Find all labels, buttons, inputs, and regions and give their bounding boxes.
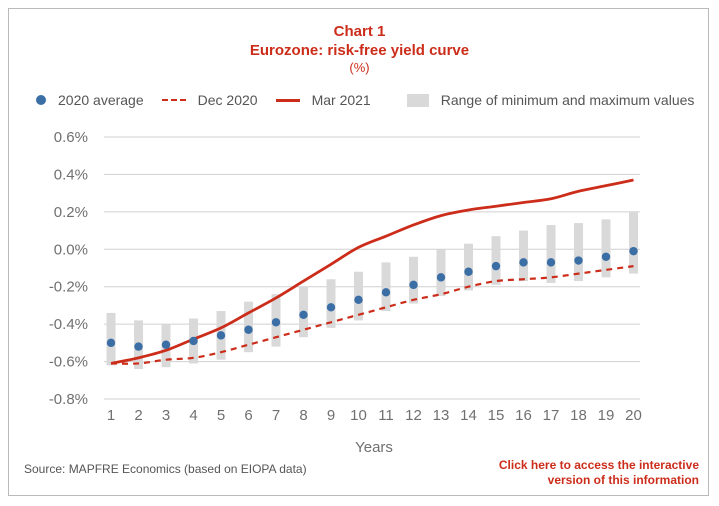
interactive-link-line2: version of this information xyxy=(547,473,699,487)
y-tick-label: -0.2% xyxy=(49,279,88,296)
x-tick-label: 10 xyxy=(350,407,367,424)
avg-point xyxy=(189,336,198,346)
x-tick-label: 6 xyxy=(244,407,252,424)
chart-frame xyxy=(8,8,709,496)
avg-point xyxy=(601,252,611,261)
range-bar xyxy=(519,230,528,282)
legend-dot-marker xyxy=(36,95,46,105)
legend-item-dec: Dec 2020 xyxy=(161,92,258,108)
legend-range-label: Range of minimum and maximum values xyxy=(440,92,695,108)
range-bar xyxy=(381,262,391,312)
interactive-link-line1: Click here to access the interactive xyxy=(498,458,699,472)
avg-point xyxy=(271,318,281,327)
y-tick-label: 0.6% xyxy=(54,129,88,146)
avg-point xyxy=(354,295,363,305)
legend-range-box-marker xyxy=(406,93,429,107)
x-tick-label: 11 xyxy=(378,407,394,424)
x-tick-label: 19 xyxy=(598,407,615,424)
range-bar xyxy=(409,256,418,304)
x-tick-label: 14 xyxy=(460,407,477,424)
y-tick-label: -0.8% xyxy=(49,391,88,408)
x-axis-title: Years xyxy=(355,439,393,456)
series-line-dec-2020 xyxy=(110,265,634,365)
x-tick-label: 15 xyxy=(488,407,505,424)
avg-point xyxy=(299,310,308,319)
range-bar xyxy=(601,219,611,278)
range-bar xyxy=(436,249,446,297)
legend-dashed-line-marker xyxy=(161,99,186,101)
avg-point xyxy=(161,340,171,349)
x-tick-label: 9 xyxy=(327,407,335,424)
range-bar xyxy=(629,211,638,274)
x-tick-label: 5 xyxy=(217,407,225,424)
avg-point xyxy=(244,325,253,334)
avg-point xyxy=(106,338,116,348)
x-tick-label: 12 xyxy=(405,407,422,424)
x-tick-label: 13 xyxy=(433,407,450,424)
avg-point xyxy=(546,258,556,267)
avg-point xyxy=(436,273,446,282)
y-tick-label: 0.0% xyxy=(54,241,88,258)
avg-point xyxy=(574,256,583,265)
source-note: Source: MAPFRE Economics (based on EIOPA… xyxy=(24,462,307,476)
avg-point xyxy=(491,261,501,271)
x-tick-label: 18 xyxy=(570,407,587,424)
x-tick-label: 1 xyxy=(107,407,115,424)
legend-dec-label: Dec 2020 xyxy=(197,92,258,108)
x-tick-label: 20 xyxy=(625,407,642,424)
range-bar xyxy=(464,243,473,291)
chart-title: Eurozone: risk-free yield curve xyxy=(249,42,470,59)
avg-point xyxy=(519,258,528,267)
legend-item-range: Range of minimum and maximum values xyxy=(406,92,695,108)
chart-unit: (%) xyxy=(349,60,370,75)
x-tick-label: 16 xyxy=(515,407,532,424)
y-tick-label: -0.6% xyxy=(49,354,88,371)
avg-point xyxy=(326,303,336,312)
range-bar xyxy=(491,236,501,285)
avg-point xyxy=(134,342,143,351)
x-tick-label: 8 xyxy=(299,407,307,424)
legend-mar-label: Mar 2021 xyxy=(311,92,371,108)
x-tick-label: 3 xyxy=(162,407,170,424)
legend-avg-label: 2020 average xyxy=(58,92,144,108)
interactive-version-link[interactable]: Click here to access the interactive ver… xyxy=(499,458,699,488)
chart-number: Chart 1 xyxy=(333,23,386,40)
avg-point xyxy=(409,280,418,290)
avg-point xyxy=(464,267,473,276)
legend-item-avg: 2020 average xyxy=(36,92,144,108)
y-tick-label: 0.4% xyxy=(54,166,88,183)
avg-point xyxy=(629,246,638,256)
range-bar xyxy=(546,224,556,283)
avg-point xyxy=(381,288,391,297)
chart-legend: 2020 average Dec 2020 Mar 2021 Range of … xyxy=(36,90,712,110)
y-tick-label: 0.2% xyxy=(54,204,88,221)
x-tick-label: 4 xyxy=(189,407,197,424)
y-tick-label: -0.4% xyxy=(49,316,88,333)
x-tick-label: 2 xyxy=(134,407,142,424)
x-tick-label: 7 xyxy=(272,407,280,424)
x-tick-label: 17 xyxy=(543,407,560,424)
chart-title-block: Chart 1 Eurozone: risk-free yield curve … xyxy=(0,22,719,76)
legend-solid-line-marker xyxy=(275,98,300,102)
legend-item-mar: Mar 2021 xyxy=(275,92,371,108)
avg-point xyxy=(216,331,226,340)
range-bar xyxy=(574,223,583,282)
